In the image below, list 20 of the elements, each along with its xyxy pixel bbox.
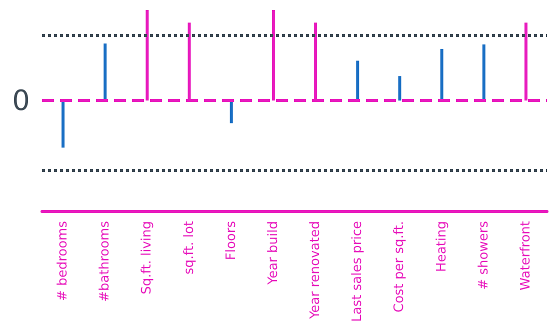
bar: [398, 76, 402, 101]
x-tick-label: Waterfront: [518, 221, 534, 290]
x-tick-label: Heating: [434, 221, 450, 272]
bar: [104, 44, 107, 101]
x-tick-label: Floors: [224, 220, 239, 260]
x-tick-label: Cost per sq.ft.: [392, 221, 408, 312]
x-tick-label: Sq.ft. living: [140, 221, 155, 294]
x-tick-label: #bathrooms: [98, 220, 113, 302]
x-tick-label: Last sales price: [350, 221, 366, 322]
bar: [440, 48, 444, 101]
x-tick-label: # showers: [476, 220, 492, 290]
bar: [356, 60, 360, 101]
x-tick-label: Year renovated: [308, 221, 324, 320]
bar: [482, 44, 486, 101]
bar: [62, 100, 65, 148]
x-tick-label: Year build: [266, 221, 281, 286]
x-tick-label: # bedrooms: [56, 220, 71, 301]
x-tick-label: sq.ft. lot: [182, 221, 197, 275]
ref-line-label: 0: [12, 84, 30, 118]
bar: [230, 100, 233, 124]
